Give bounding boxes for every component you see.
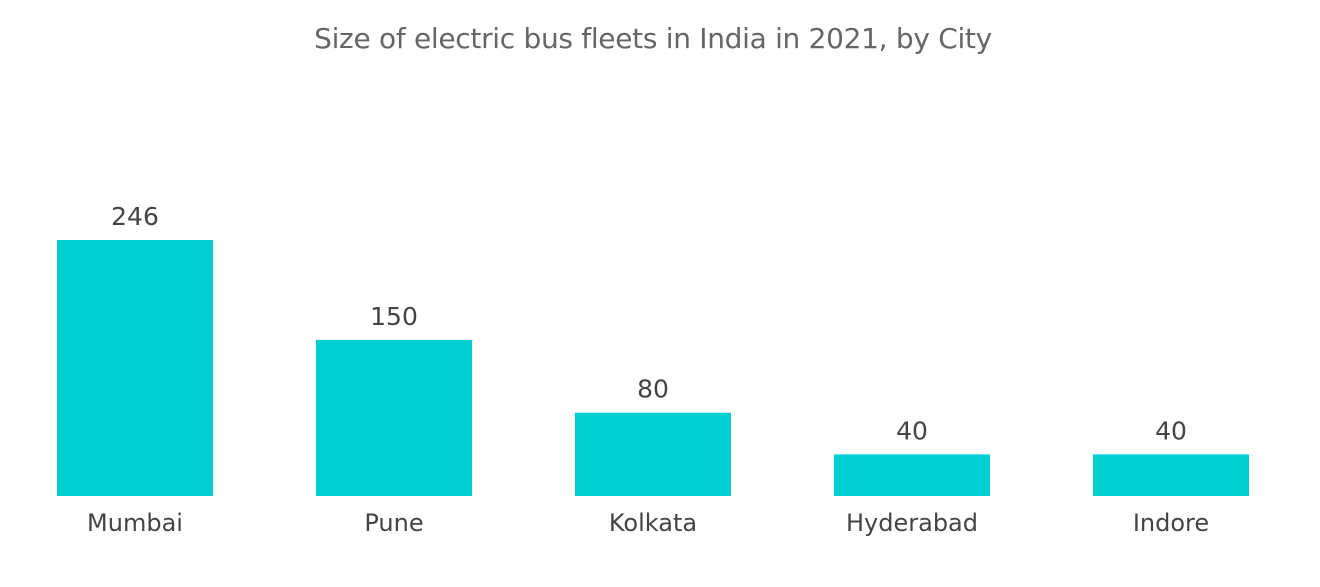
value-label-hyderabad: 40 xyxy=(896,416,928,445)
bar-pune xyxy=(316,339,472,496)
category-label-pune: Pune xyxy=(364,509,423,537)
value-label-indore: 40 xyxy=(1155,416,1187,445)
value-label-mumbai: 246 xyxy=(111,202,159,231)
bars-group xyxy=(57,240,1249,496)
bar-indore xyxy=(1093,454,1249,496)
value-label-kolkata: 80 xyxy=(637,375,669,404)
category-label-hyderabad: Hyderabad xyxy=(846,509,978,537)
category-label-indore: Indore xyxy=(1133,509,1209,537)
chart-title: Size of electric bus fleets in India in … xyxy=(314,22,992,55)
value-labels-group: 246 150 80 40 40 xyxy=(111,202,1187,445)
bar-kolkata xyxy=(575,412,731,496)
bar-hyderabad xyxy=(834,454,990,496)
bar-mumbai xyxy=(57,240,213,496)
category-labels-group: Mumbai Pune Kolkata Hyderabad Indore xyxy=(87,509,1209,537)
value-label-pune: 150 xyxy=(370,302,418,331)
category-label-mumbai: Mumbai xyxy=(87,509,183,537)
category-label-kolkata: Kolkata xyxy=(609,509,697,537)
